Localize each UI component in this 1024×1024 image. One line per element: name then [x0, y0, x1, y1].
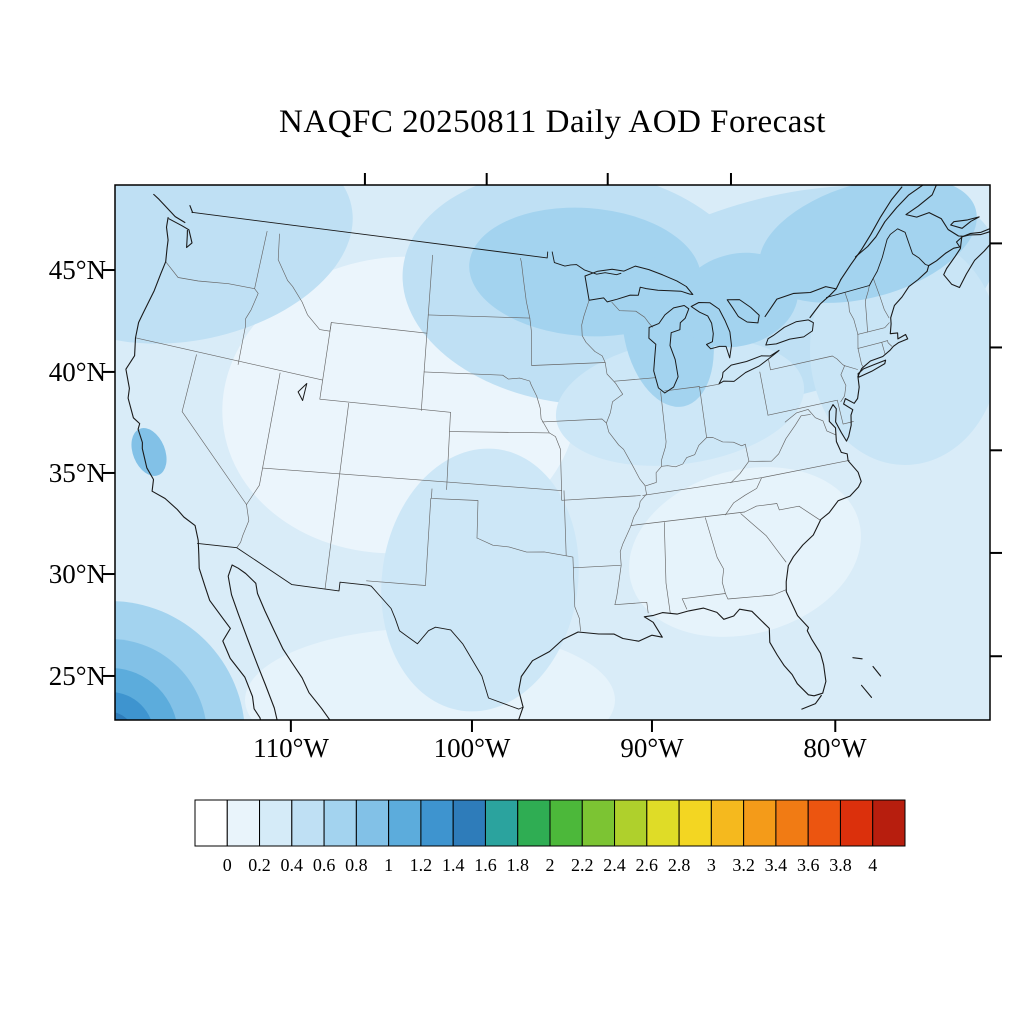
- colorbar-tick-label: 3: [706, 855, 716, 875]
- colorbar-cell: [355, 799, 390, 847]
- colorbar-cell: [194, 799, 228, 847]
- lat-axis-label-45n: 45°N: [48, 255, 106, 285]
- colorbar-tick-label: 3.4: [764, 855, 788, 875]
- axis-ticks: [103, 173, 1002, 732]
- map-frame: [114, 184, 991, 721]
- great-lakes: [297, 265, 814, 401]
- colorbar-cell: [743, 799, 777, 847]
- colorbar-cell: [259, 799, 293, 847]
- colorbar-cell: [775, 799, 809, 847]
- colorbar-tick-label: 2.2: [571, 855, 594, 875]
- colorbar-tick-label: 3.8: [829, 855, 852, 875]
- colorbar-tick-label: 0.4: [280, 855, 304, 875]
- lat-axis-label-40n: 40°N: [48, 357, 106, 387]
- geography: [125, 185, 990, 720]
- colorbar-cell: [452, 799, 486, 847]
- lat-axis-label-35n: 35°N: [48, 458, 106, 488]
- colorbar-tick-label: 1.2: [409, 855, 433, 875]
- colorbar-tick-label: 0.8: [345, 855, 368, 875]
- colorbar-tick-label: 4: [868, 855, 878, 875]
- colorbar-cell: [710, 799, 745, 847]
- colorbar-tick-label: 0.2: [248, 855, 271, 875]
- lat-axis-label-25n: 25°N: [48, 661, 106, 691]
- colorbar-tick-label: 2.6: [635, 855, 659, 875]
- state-borders: [135, 230, 893, 632]
- lon-axis-label-100w: 100°W: [433, 733, 511, 763]
- lon-axis-label-80w: 80°W: [803, 733, 867, 763]
- colorbar-cell: [872, 799, 906, 847]
- colorbar-cell: [839, 799, 874, 847]
- colorbar-cell: [678, 799, 712, 847]
- colorbar-tick-label: 1: [384, 855, 394, 875]
- colorbar-cells: [194, 799, 906, 847]
- lat-axis-label-30n: 30°N: [48, 559, 106, 589]
- page-title: NAQFC 20250811 Daily AOD Forecast: [279, 104, 826, 140]
- colorbar-cell: [420, 799, 454, 847]
- colorbar-tick-label: 2.4: [603, 855, 626, 875]
- lon-axis-label-90w: 90°W: [620, 733, 684, 763]
- colorbar-tick-label: 3.2: [732, 855, 755, 875]
- colorbar-cell: [323, 799, 357, 847]
- colorbar-tick-label: 2: [545, 855, 555, 875]
- colorbar-cell: [388, 799, 422, 847]
- colorbar-cell: [646, 799, 680, 847]
- colorbar-cell: [291, 799, 325, 847]
- colorbar-tick-label: 0.6: [312, 855, 336, 875]
- colorbar-cell: [226, 799, 261, 847]
- lon-axis-label-110w: 110°W: [253, 733, 329, 763]
- colorbar-cell: [484, 799, 519, 847]
- coastlines: [125, 185, 990, 720]
- colorbar-tick-label: 1.6: [474, 855, 497, 875]
- colorbar-tick-label: 3.6: [796, 855, 820, 875]
- colorbar-cell: [581, 799, 616, 847]
- colorbar-cell: [614, 799, 648, 847]
- colorbar-tick-label: 2.8: [667, 855, 691, 875]
- colorbar-tick-label: 1.8: [506, 855, 529, 875]
- colorbar-cell: [517, 799, 551, 847]
- colorbar-cell: [549, 799, 583, 847]
- colorbar-cell: [807, 799, 841, 847]
- colorbar-tick-label: 1.4: [441, 855, 465, 875]
- colorbar-tick-label: 0: [222, 855, 232, 875]
- national-borders: [191, 211, 930, 710]
